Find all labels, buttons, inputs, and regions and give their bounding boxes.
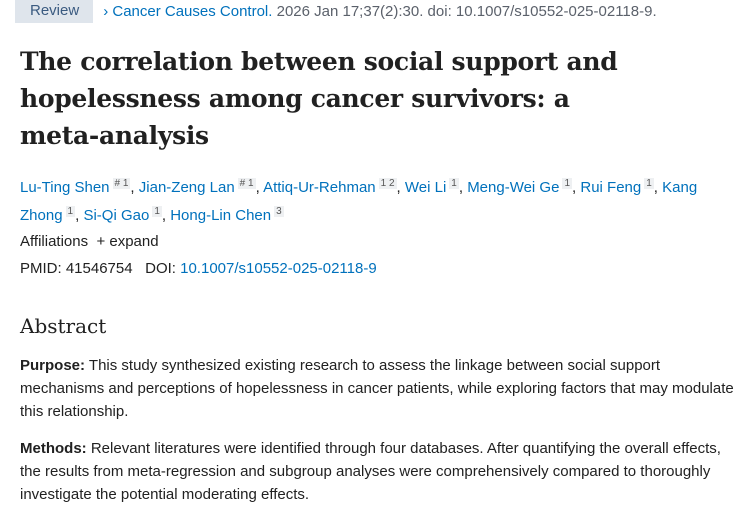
affiliation-marker[interactable]: 1	[152, 206, 162, 217]
methods-text: Relevant literatures were identified thr…	[20, 440, 721, 503]
author-link[interactable]: Jian-Zeng Lan	[138, 179, 235, 196]
abstract-methods: Methods: Relevant literatures were ident…	[20, 437, 735, 506]
abstract-heading: Abstract	[20, 314, 107, 338]
pmid-label: PMID:	[20, 260, 62, 277]
pmid-value: 41546754	[65, 260, 133, 277]
author-link[interactable]: Kang Zhong	[20, 179, 698, 224]
author-link[interactable]: Wei Li	[404, 179, 447, 196]
chevron-right-icon: ›	[103, 3, 113, 20]
article-title: The correlation between social support a…	[20, 47, 618, 150]
author-link[interactable]: Hong-Lin Chen	[170, 207, 272, 224]
affiliations-toggle[interactable]: Affiliations + expand	[20, 233, 159, 250]
author-link[interactable]: Meng-Wei Ge	[467, 179, 560, 196]
affiliation-marker[interactable]: # 1	[237, 178, 256, 189]
affiliation-marker[interactable]: 1	[65, 206, 76, 217]
identifiers: PMID: 41546754 DOI: 10.1007/s10552-025-0…	[20, 260, 377, 277]
author-link[interactable]: Attiq-Ur-Rehman	[263, 179, 376, 196]
review-badge: Review	[15, 0, 94, 23]
citation-line: Review › Cancer Causes Control. 2026 Jan…	[15, 0, 657, 23]
doi-label: DOI:	[145, 260, 176, 277]
purpose-label: Purpose:	[20, 357, 86, 374]
affiliation-marker[interactable]: 1	[562, 178, 573, 189]
author-link[interactable]: Rui Feng	[580, 179, 642, 196]
doi-link[interactable]: 10.1007/s10552-025-02118-9	[180, 260, 377, 277]
journal-link[interactable]: › Cancer Causes Control.	[103, 3, 272, 20]
author-link[interactable]: Si-Qi Gao	[83, 207, 150, 224]
expand-label: expand	[109, 233, 159, 250]
author-list: Lu-Ting Shen # 1, Jian-Zeng Lan # 1, Attiq…	[20, 178, 698, 224]
affiliation-marker[interactable]: # 1	[112, 178, 131, 189]
author-link[interactable]: Lu-Ting Shen	[20, 179, 110, 196]
journal-name: Cancer Causes Control.	[112, 3, 273, 20]
citation-text: 2026 Jan 17;37(2):30. doi: 10.1007/s1055…	[276, 3, 657, 20]
methods-label: Methods:	[20, 440, 87, 457]
affiliation-marker[interactable]: 1 2	[378, 178, 397, 189]
affiliations-label: Affiliations	[20, 233, 89, 250]
abstract-purpose: Purpose: This study synthesized existing…	[20, 354, 735, 423]
plus-icon: +	[96, 233, 106, 250]
affiliation-marker[interactable]: 1	[449, 178, 459, 189]
affiliation-marker[interactable]: 3	[274, 206, 284, 217]
affiliation-marker[interactable]: 1	[644, 178, 654, 189]
purpose-text: This study synthesized existing research…	[20, 357, 734, 420]
